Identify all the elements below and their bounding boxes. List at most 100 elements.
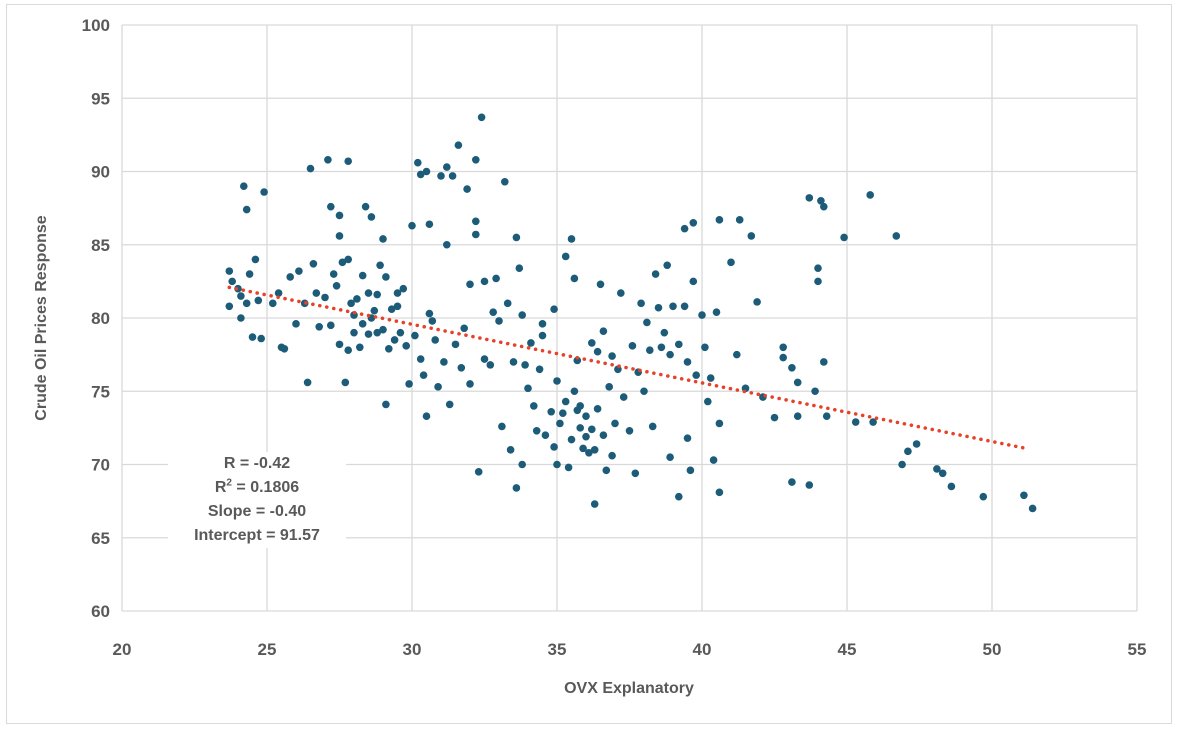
chart-frame (6, 4, 1172, 724)
data-point (518, 460, 526, 469)
data-point (393, 302, 402, 311)
data-point (631, 469, 640, 478)
data-point (727, 258, 735, 267)
data-point (657, 343, 666, 352)
data-point (530, 402, 538, 410)
slope-value: Slope = -0.40 (207, 503, 307, 520)
data-point (472, 155, 480, 164)
data-point (524, 384, 532, 393)
data-point (370, 306, 379, 315)
x-tick-label: 40 (693, 640, 712, 659)
data-point (335, 232, 344, 240)
data-point (715, 488, 724, 497)
data-point (457, 364, 466, 372)
data-point (692, 371, 700, 379)
data-point (561, 252, 570, 261)
data-point (550, 305, 558, 314)
data-point (364, 330, 373, 338)
data-point (788, 478, 796, 486)
data-point (399, 284, 408, 293)
y-tick-label: 100 (82, 16, 110, 35)
data-point (385, 344, 393, 353)
data-point (416, 170, 425, 179)
x-tick-label: 35 (548, 640, 567, 659)
data-point (820, 202, 828, 211)
data-point (390, 336, 399, 344)
data-point (350, 328, 358, 337)
data-point (733, 350, 741, 359)
data-point (419, 371, 428, 379)
data-point (245, 270, 254, 278)
data-point (663, 261, 671, 270)
regression-stats-box: R = -0.42 R2 = 0.1806 Slope = -0.40 Inte… (168, 452, 346, 548)
data-point (553, 377, 561, 385)
data-point (335, 340, 344, 349)
data-point (472, 217, 480, 226)
data-point (379, 235, 387, 243)
y-tick-label: 80 (91, 309, 110, 328)
data-point (648, 422, 657, 431)
data-point (712, 308, 721, 316)
data-point (274, 289, 283, 297)
data-point (503, 299, 512, 308)
data-point (387, 305, 396, 314)
data-point (698, 311, 706, 319)
data-point (675, 492, 683, 501)
data-point (602, 466, 611, 475)
data-point (489, 308, 498, 316)
y-tick-labels: 60 65 70 75 80 85 90 95 100 (82, 16, 110, 621)
data-point (312, 289, 321, 297)
r-squared-value: R2 = 0.1806 (168, 476, 346, 500)
y-tick-label: 95 (91, 89, 110, 108)
data-point (588, 339, 596, 347)
data-point (321, 293, 329, 302)
data-point (358, 271, 367, 280)
data-point (402, 342, 411, 350)
data-point (379, 325, 387, 334)
data-point (240, 182, 248, 190)
data-point (646, 346, 654, 355)
data-point (486, 361, 495, 369)
data-point (498, 422, 506, 431)
data-point (324, 155, 332, 164)
data-point (709, 456, 718, 464)
data-point (344, 157, 353, 166)
data-point (338, 258, 347, 267)
data-point (512, 233, 521, 242)
data-point (344, 346, 353, 355)
data-point (425, 309, 434, 318)
data-point (463, 185, 471, 193)
data-point (579, 444, 587, 453)
data-point (654, 303, 663, 312)
data-point (509, 358, 518, 366)
data-point (666, 453, 674, 461)
data-point (715, 419, 724, 428)
data-point (680, 302, 689, 311)
data-point (637, 299, 645, 308)
data-point (327, 202, 335, 211)
data-point (570, 387, 579, 396)
data-point (779, 353, 787, 362)
data-point (599, 431, 608, 440)
data-point (408, 221, 416, 230)
data-point (451, 340, 460, 349)
data-point (669, 302, 677, 311)
data-point (257, 334, 266, 343)
data-point (814, 277, 822, 286)
data-point (779, 343, 787, 352)
data-point (248, 333, 257, 341)
data-point (640, 387, 648, 396)
data-point (576, 402, 584, 410)
data-point (440, 358, 448, 366)
data-point (938, 469, 947, 478)
data-point (912, 440, 921, 448)
data-point (866, 191, 874, 199)
data-point (770, 413, 779, 422)
data-point (506, 446, 515, 454)
data-point (327, 321, 335, 330)
data-point (373, 328, 382, 337)
data-point (332, 281, 341, 290)
data-point (675, 340, 683, 349)
data-point (341, 378, 350, 387)
data-point (422, 412, 431, 420)
